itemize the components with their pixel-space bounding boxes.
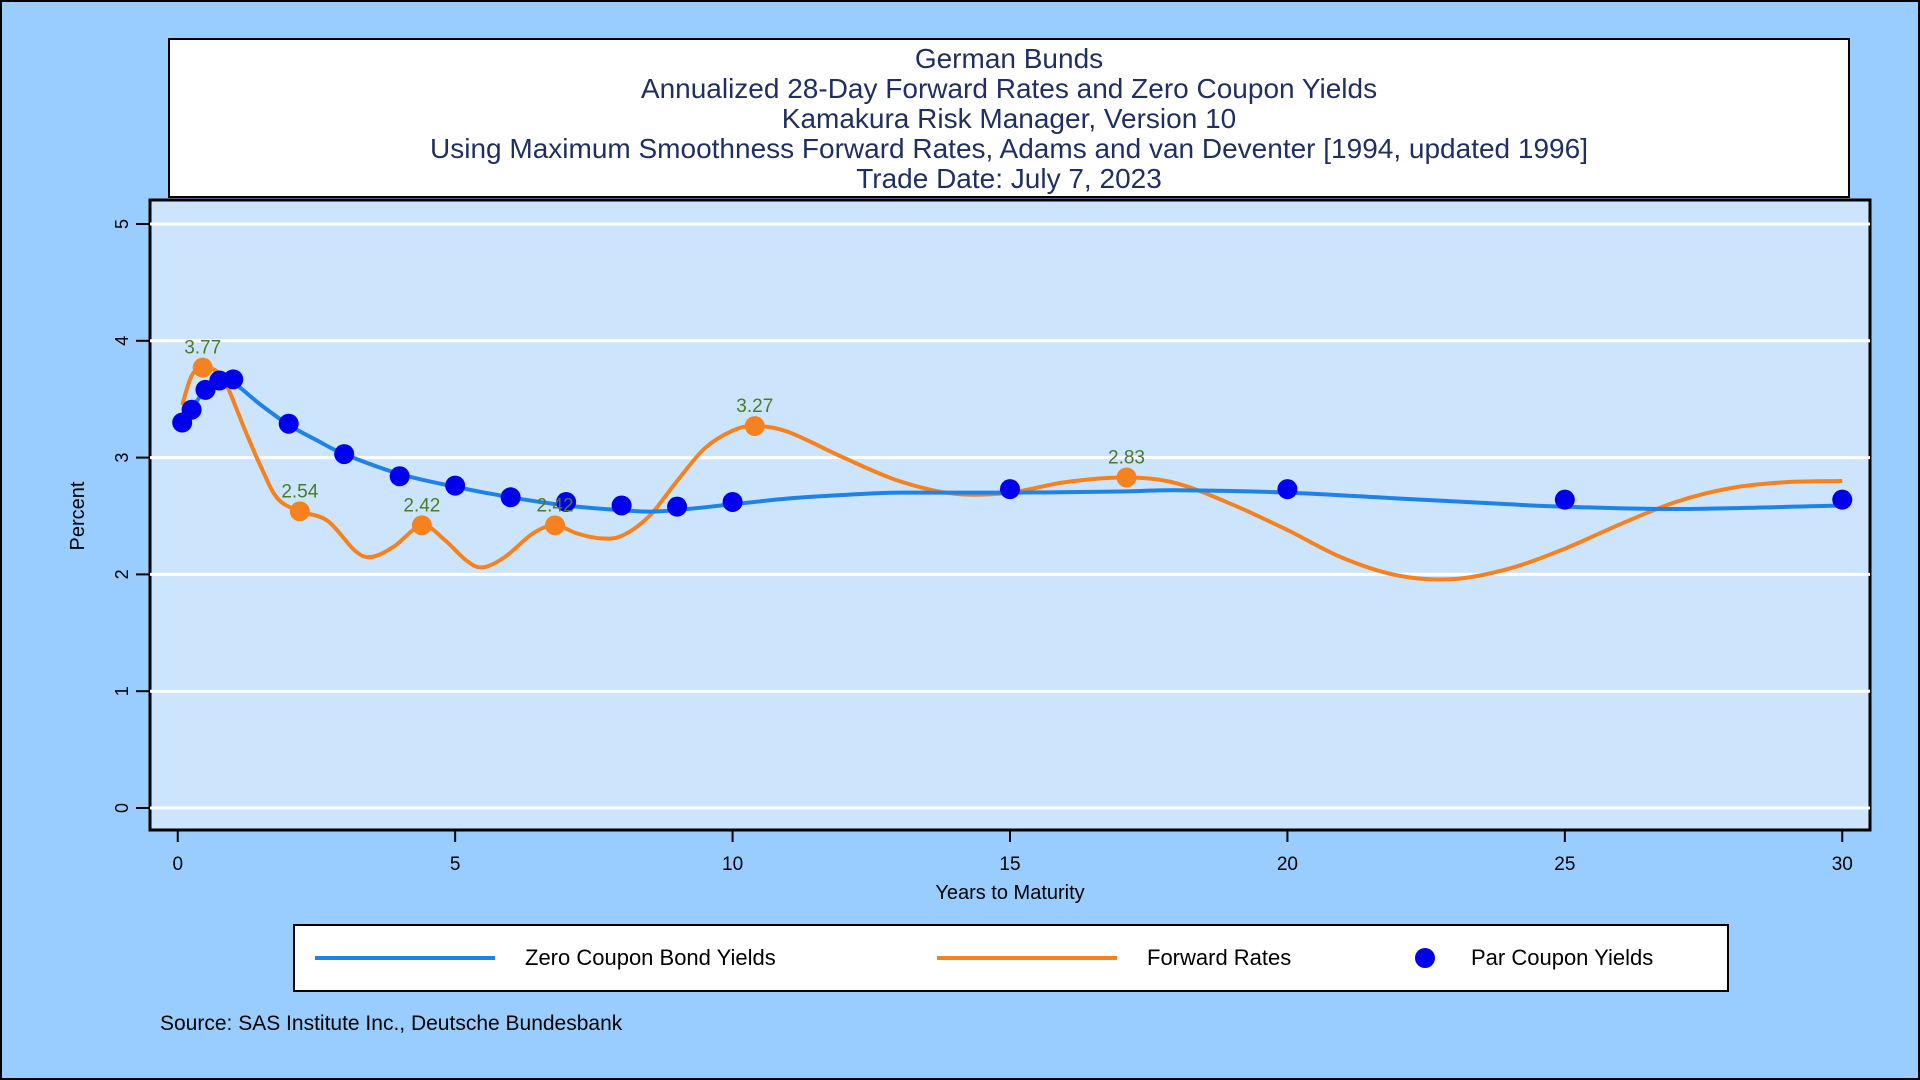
forward-rate-label: 2.83 bbox=[1108, 447, 1145, 468]
forward-rate-label: 2.42 bbox=[537, 495, 574, 516]
x-tick-label-20: 20 bbox=[1277, 854, 1298, 875]
source-note: Source: SAS Institute Inc., Deutsche Bun… bbox=[160, 1012, 623, 1035]
par-coupon-marker bbox=[181, 399, 202, 420]
y-tick-label-0: 0 bbox=[112, 803, 132, 813]
par-coupon-marker bbox=[611, 495, 632, 516]
par-coupon-marker bbox=[223, 369, 244, 390]
forward-rate-label: 3.77 bbox=[184, 338, 221, 359]
chart-subtitle-2: Kamakura Risk Manager, Version 10 bbox=[781, 103, 1237, 134]
par-coupon-marker bbox=[1554, 489, 1575, 510]
par-coupon-marker bbox=[500, 487, 521, 508]
x-tick-label-30: 30 bbox=[1832, 854, 1853, 875]
legend-swatch-par bbox=[1415, 948, 1435, 968]
chart-subtitle-1: Annualized 28-Day Forward Rates and Zero… bbox=[640, 73, 1378, 104]
y-tick-label-2: 2 bbox=[112, 569, 132, 579]
y-axis-title: Percent bbox=[67, 481, 89, 550]
axes: 0 1 2 3 4 5 0 5 10 15 20 25 30 bbox=[112, 219, 1853, 875]
legend-item-par: Par Coupon Yields bbox=[1415, 926, 1653, 990]
x-tick-label-0: 0 bbox=[172, 854, 183, 875]
y-tick-label-3: 3 bbox=[112, 453, 132, 463]
x-tick-label-15: 15 bbox=[999, 854, 1020, 875]
x-tick-label-10: 10 bbox=[722, 854, 743, 875]
legend-item-zero-coupon: Zero Coupon Bond Yields bbox=[315, 926, 776, 990]
zero-coupon-line bbox=[180, 378, 1843, 514]
forward-rate-marker bbox=[545, 515, 566, 536]
grid-lines bbox=[150, 222, 1870, 810]
legend-label-forward: Forward Rates bbox=[1147, 945, 1292, 970]
par-coupon-marker bbox=[1277, 479, 1298, 500]
legend-item-forward: Forward Rates bbox=[937, 926, 1291, 990]
x-axis-title: Years to Maturity bbox=[935, 882, 1084, 904]
legend-swatch-forward bbox=[937, 956, 1117, 960]
legend: Zero Coupon Bond Yields Forward Rates Pa… bbox=[293, 924, 1729, 992]
y-tick-label-1: 1 bbox=[112, 686, 132, 696]
data-labels: 3.77 2.54 2.42 2.42 3.27 2.83 bbox=[184, 338, 1145, 517]
par-coupon-marker bbox=[667, 496, 688, 517]
forward-rate-marker bbox=[411, 515, 432, 536]
par-coupon-marker bbox=[278, 413, 299, 434]
y-tick-label-4: 4 bbox=[112, 336, 132, 346]
chart-title-box: German Bunds Annualized 28-Day Forward R… bbox=[168, 38, 1850, 198]
par-coupon-marker bbox=[1832, 489, 1853, 510]
x-tick-label-5: 5 bbox=[450, 854, 461, 875]
legend-label-par: Par Coupon Yields bbox=[1471, 945, 1654, 970]
forward-rate-marker bbox=[1116, 467, 1137, 488]
par-coupon-marker bbox=[389, 466, 410, 487]
chart-subtitle-4: Trade Date: July 7, 2023 bbox=[856, 163, 1162, 194]
y-tick-label-5: 5 bbox=[112, 219, 132, 229]
chart-title: German Bunds bbox=[914, 43, 1104, 74]
par-coupon-marker bbox=[1000, 479, 1020, 500]
legend-label-zero-coupon: Zero Coupon Bond Yields bbox=[525, 945, 776, 970]
forward-rate-label: 2.42 bbox=[403, 495, 440, 516]
forward-rate-marker bbox=[192, 357, 213, 378]
plot-area bbox=[148, 198, 1872, 832]
x-tick-label-25: 25 bbox=[1554, 854, 1575, 875]
par-coupon-marker bbox=[334, 444, 355, 465]
par-coupon-marker bbox=[445, 475, 466, 496]
series-markers bbox=[172, 357, 1853, 536]
forward-rate-marker bbox=[289, 501, 310, 522]
chart-subtitle-3: Using Maximum Smoothness Forward Rates, … bbox=[430, 133, 1588, 164]
forward-rate-marker bbox=[744, 416, 765, 437]
par-coupon-marker bbox=[722, 491, 743, 512]
forward-rate-label: 2.54 bbox=[281, 481, 318, 502]
par-coupon-marker bbox=[556, 491, 577, 512]
legend-swatch-zero-coupon bbox=[315, 956, 495, 960]
forward-rate-label: 3.27 bbox=[736, 396, 773, 417]
